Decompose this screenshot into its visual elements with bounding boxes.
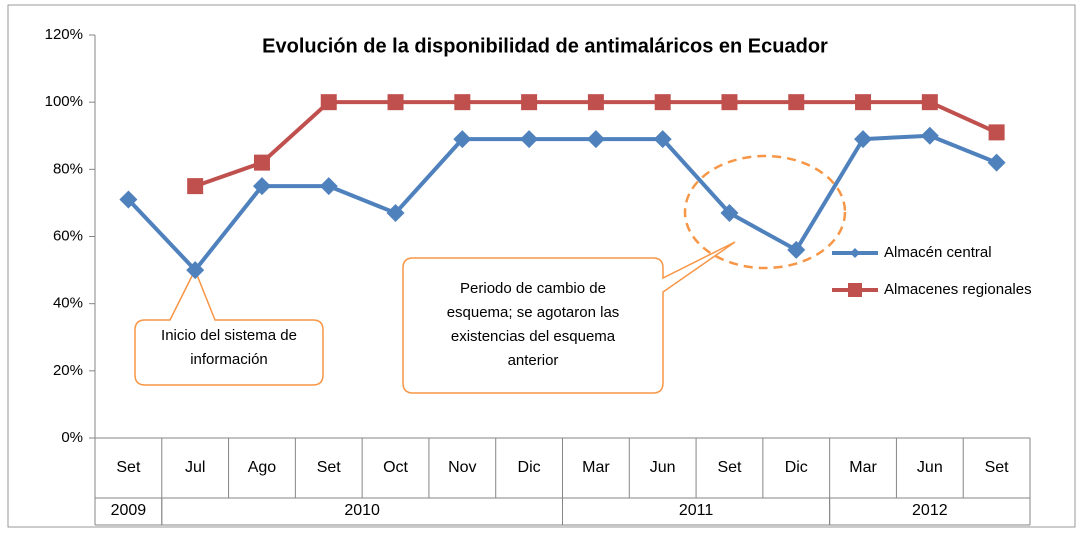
data-point [253, 154, 270, 171]
callout-box [402, 241, 736, 394]
data-point [987, 153, 1006, 172]
data-point [788, 94, 805, 111]
data-point [386, 203, 405, 222]
highlight-ellipse [683, 154, 847, 270]
group-label: 2009 [111, 502, 147, 519]
x-tick-label: Set [985, 459, 1010, 476]
legend-marker [850, 248, 860, 258]
data-point [454, 94, 471, 111]
data-point [920, 126, 939, 145]
data-point [119, 190, 138, 209]
data-point [186, 261, 205, 280]
x-tick-label: Dic [518, 459, 541, 476]
x-tick-label: Set [116, 459, 141, 476]
annotation-text: Inicio del sistema de [161, 327, 297, 344]
x-tick-label: Jul [185, 459, 205, 476]
data-point [587, 94, 604, 111]
data-point [252, 177, 271, 196]
y-tick-label: 0% [61, 429, 83, 446]
annotation-text: información [190, 351, 268, 368]
y-tick-label: 80% [53, 160, 83, 177]
x-tick-label: Oct [383, 459, 408, 476]
data-point [855, 94, 872, 111]
data-point [521, 94, 538, 111]
data-point [654, 94, 671, 111]
x-tick-label: Set [717, 459, 742, 476]
data-point [320, 94, 337, 111]
x-tick-label: Dic [785, 459, 808, 476]
x-tick-label: Set [317, 459, 342, 476]
series-line [126, 133, 998, 273]
group-label: 2011 [679, 502, 714, 519]
data-point [854, 130, 873, 149]
x-tick-label: Mar [849, 459, 877, 476]
annotation-text: anterior [508, 352, 559, 369]
legend-label: Almacenes regionales [884, 281, 1032, 298]
chart-title: Evolución de la disponibilidad de antima… [262, 35, 828, 57]
data-point [453, 130, 472, 149]
data-point [721, 94, 738, 111]
data-point [921, 94, 938, 111]
x-tick-label: Mar [582, 459, 610, 476]
annotation-text: esquema; se agotaron las [447, 304, 620, 321]
legend-marker [848, 283, 862, 297]
data-point [586, 130, 605, 149]
y-tick-label: 60% [53, 227, 83, 244]
x-tick-label: Ago [248, 459, 277, 476]
data-point [387, 94, 404, 111]
data-point [520, 130, 539, 149]
data-point [319, 177, 338, 196]
data-point [787, 240, 806, 259]
callout-box [134, 268, 324, 386]
data-point [187, 178, 204, 195]
annotation-text: Periodo de cambio de [460, 280, 606, 297]
y-tick-label: 40% [53, 295, 83, 312]
x-tick-label: Jun [650, 459, 676, 476]
legend-label: Almacén central [884, 244, 992, 261]
y-tick-label: 20% [53, 362, 83, 379]
data-point [720, 203, 739, 222]
data-point [988, 124, 1005, 141]
x-tick-label: Jun [917, 459, 943, 476]
x-tick-label: Nov [448, 459, 476, 476]
group-label: 2010 [344, 502, 380, 519]
annotation-text: existencias del esquema [451, 328, 616, 345]
y-tick-label: 100% [45, 93, 83, 110]
group-label: 2012 [912, 502, 948, 519]
y-tick-label: 120% [45, 26, 83, 43]
data-point [653, 130, 672, 149]
